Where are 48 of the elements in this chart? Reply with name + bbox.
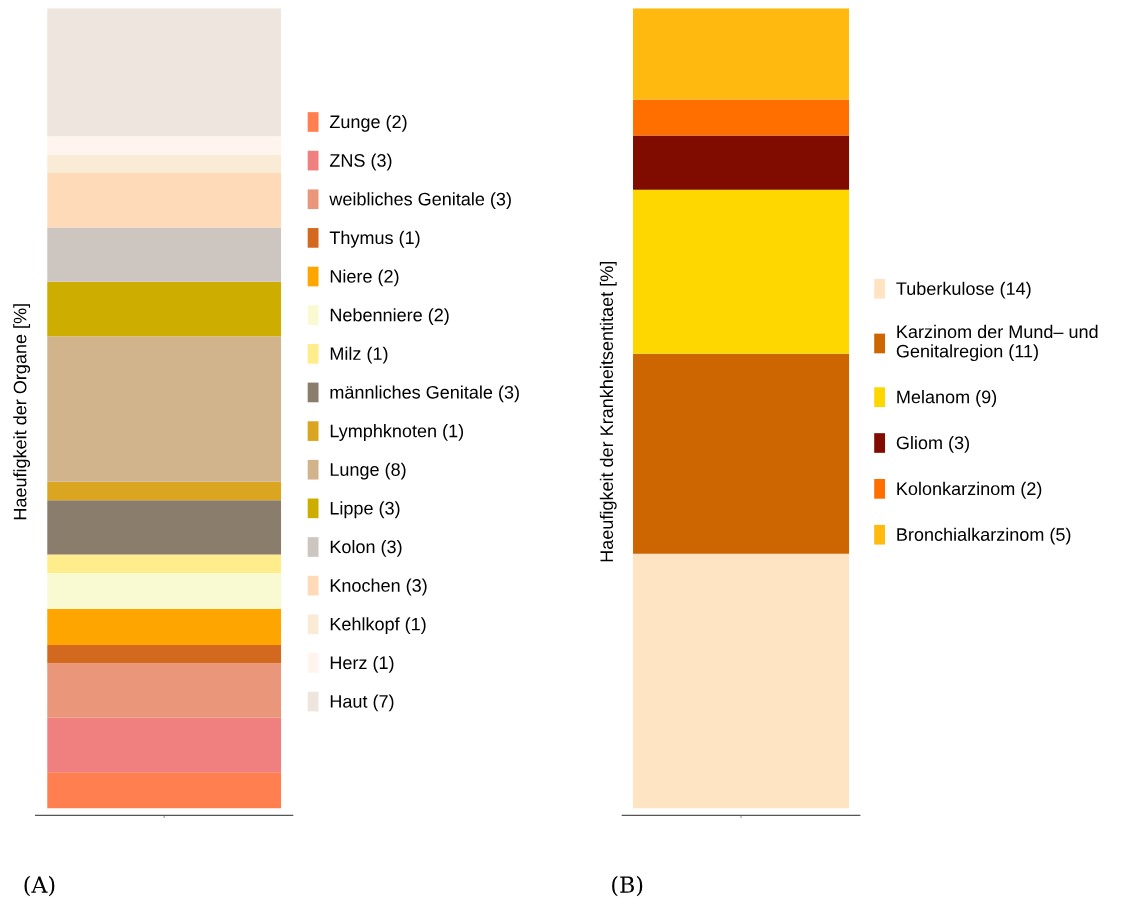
bar xyxy=(47,281,282,337)
legend-label: Kolon (3) xyxy=(330,539,402,557)
bar xyxy=(47,172,282,228)
legend-label: Melanom (9) xyxy=(897,390,997,407)
legend-label: Nebenniere (2) xyxy=(330,308,449,325)
bar xyxy=(47,572,282,609)
legend-label: Herz (1) xyxy=(330,655,394,673)
legend-label: männliches Genitale (3) xyxy=(330,385,519,403)
bar xyxy=(47,717,282,773)
legend-label: Bronchialkarzinom (5) xyxy=(897,527,1071,545)
legend-label: Kehlkopf (1) xyxy=(330,617,426,635)
bar xyxy=(47,136,282,155)
text: (B) xyxy=(612,875,643,897)
legend-label: ZNS (3) xyxy=(329,153,392,171)
bar xyxy=(633,8,850,100)
legend-label: weibliches Genitale (3) xyxy=(329,192,511,210)
legend-label: Milz (1) xyxy=(330,346,388,364)
bar xyxy=(47,554,282,573)
bar xyxy=(633,135,850,190)
legend-label: Lunge (8) xyxy=(330,462,406,480)
bar xyxy=(633,553,850,809)
bar xyxy=(47,227,282,282)
bar xyxy=(47,772,282,809)
legend-label: Niere (2) xyxy=(330,269,399,287)
legend-label: Tuberkulose (14) xyxy=(896,281,1031,299)
legend-label: Thymus (1) xyxy=(329,230,420,248)
legend-label: Gliom (3) xyxy=(896,435,969,453)
bar xyxy=(47,336,282,482)
legend-label: Lippe (3) xyxy=(330,501,400,519)
bar xyxy=(47,154,282,173)
bar xyxy=(47,644,282,664)
legend-label: Kolonkarzinom (2) xyxy=(897,481,1042,499)
bar xyxy=(633,353,850,554)
bar xyxy=(47,500,282,555)
legend-label: Knochen (3) xyxy=(330,578,427,596)
legend-label: Zunge (2) xyxy=(329,114,407,132)
bar xyxy=(633,99,850,136)
legend-label: Lymphknoten (1) xyxy=(330,424,464,441)
legend-label: Haut (7) xyxy=(330,694,394,712)
bar xyxy=(47,8,282,137)
legend-label: Karzinom der Mund– und Genitalregion (11) xyxy=(896,324,1098,362)
y-axis-title: Haeufigkeit der Organe [%] xyxy=(13,304,31,520)
bar xyxy=(47,663,282,718)
bar xyxy=(47,481,282,501)
bar xyxy=(633,189,850,354)
bar xyxy=(47,608,282,645)
y-axis-title: Haeufigkeit der Krankheitsentitaet [%] xyxy=(599,262,617,562)
text: (A) xyxy=(24,875,55,897)
